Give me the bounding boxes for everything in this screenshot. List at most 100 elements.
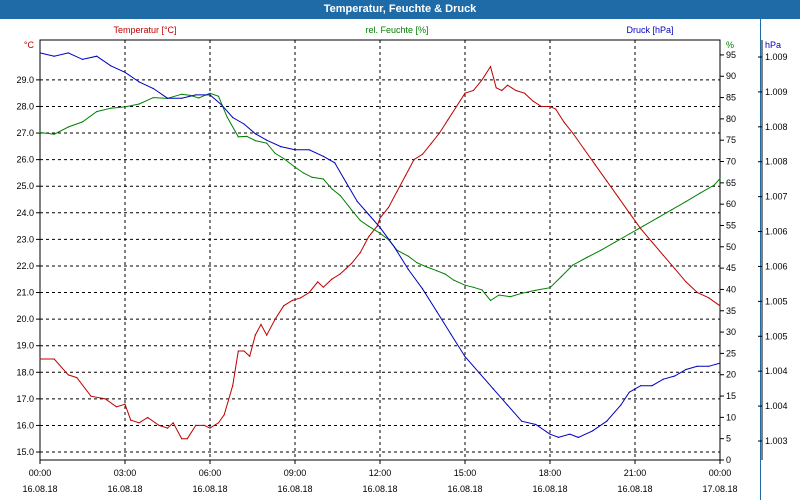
temperature-data-point	[549, 105, 551, 108]
temperature-data-point	[243, 350, 245, 352]
grid-lines	[40, 40, 720, 460]
humidity-data-point	[642, 225, 645, 227]
temperature-data-point	[523, 92, 526, 94]
humidity-tick-label: 50	[726, 242, 736, 252]
pressure-data-point	[166, 97, 169, 99]
temperature-data-point	[300, 297, 302, 299]
temperature-tick-label: 24.0	[16, 208, 34, 218]
temperature-tick-label: 15.0	[16, 447, 34, 457]
temperature-unit: °C	[24, 40, 35, 50]
temperature-data-point	[404, 175, 407, 177]
temperature-data-point	[719, 305, 721, 307]
pressure-tick-label: 1.008	[765, 157, 788, 167]
temperature-data-point	[254, 334, 256, 336]
temperature-data-point	[447, 119, 449, 121]
humidity-data-point	[719, 178, 721, 180]
temperature-tick-label: 22.0	[16, 261, 34, 271]
humidity-data-point	[110, 107, 112, 109]
humidity-tick-label: 70	[726, 157, 736, 167]
humidity-data-point	[671, 209, 673, 211]
temperature-data-point	[195, 424, 197, 426]
humidity-tick-label: 75	[726, 135, 736, 145]
pressure-data-point	[110, 65, 112, 67]
temperature-data-point	[203, 424, 205, 426]
pressure-data-point	[81, 58, 84, 61]
temperature-data-point	[266, 334, 268, 336]
pressure-tick-label: 1.005	[765, 296, 788, 306]
humidity-tick-label: 25	[726, 348, 736, 358]
temperature-data-point	[249, 355, 251, 357]
temperature-data-point	[260, 323, 262, 325]
temperature-tick-label: 29.0	[16, 75, 34, 85]
temperature-data-point	[104, 398, 106, 400]
temperature-data-point	[158, 424, 160, 426]
temperature-tick-label: 20.0	[16, 314, 34, 324]
pressure-data-point	[345, 181, 347, 183]
temperature-data-point	[368, 236, 370, 238]
pressure-data-point	[393, 246, 395, 248]
x-tick-time: 21:00	[624, 468, 647, 478]
humidity-data-point	[124, 106, 126, 108]
temperature-data-point	[628, 212, 630, 214]
pressure-axis-label: Druck [hPa]	[626, 25, 673, 35]
temperature-data-point	[555, 108, 557, 110]
temperature-data-point	[379, 217, 381, 219]
x-tick-date: 16.08.18	[362, 484, 397, 494]
temperature-series-line	[40, 65, 721, 440]
pressure-series-line	[39, 52, 721, 438]
x-tick-date: 16.08.18	[532, 484, 567, 494]
temperature-data-point	[617, 196, 619, 198]
humidity-tick-label: 40	[726, 284, 736, 294]
temperature-data-point	[308, 291, 310, 294]
temperature-data-point	[540, 105, 543, 108]
temperature-data-point	[455, 105, 458, 108]
x-tick-time: 00:00	[709, 468, 732, 478]
temperature-data-point	[481, 79, 483, 81]
temperature-data-point	[674, 268, 676, 270]
temperature-data-point	[166, 427, 169, 429]
humidity-data-point	[152, 97, 154, 99]
temperature-data-point	[76, 377, 78, 379]
pressure-data-point	[356, 200, 358, 203]
humidity-data-point	[209, 92, 211, 94]
humidity-data-point	[322, 178, 324, 180]
x-tick-time: 09:00	[284, 468, 307, 478]
pressure-data-point	[322, 155, 324, 157]
humidity-data-point	[572, 264, 574, 266]
x-tick-date: 16.08.18	[22, 484, 57, 494]
pressure-data-point	[464, 356, 466, 358]
humidity-data-point	[713, 184, 715, 186]
temperature-data-point	[495, 87, 497, 89]
temperature-data-point	[147, 416, 149, 419]
x-tick-date: 17.08.18	[702, 484, 737, 494]
temperature-data-point	[506, 84, 509, 86]
x-tick-time: 03:00	[114, 468, 137, 478]
humidity-tick-label: 65	[726, 178, 736, 188]
humidity-data-point	[453, 279, 455, 281]
pressure-tick-label: 1.004	[765, 366, 788, 376]
pressure-data-point	[506, 404, 509, 406]
pressure-data-point	[719, 362, 721, 364]
x-tick-date: 16.08.18	[277, 484, 312, 494]
humidity-data-point	[416, 262, 418, 264]
humidity-data-point	[424, 265, 426, 267]
temperature-data-point	[186, 438, 188, 440]
pressure-data-point	[628, 391, 630, 393]
humidity-data-point	[481, 289, 483, 291]
temperature-data-point	[413, 159, 415, 161]
pressure-data-point	[243, 123, 245, 125]
pressure-tick-label: 1.009	[765, 87, 788, 97]
temperature-data-point	[181, 438, 183, 440]
humidity-unit: %	[726, 40, 734, 50]
temperature-data-point	[472, 89, 475, 92]
humidity-tick-label: 85	[726, 93, 736, 103]
pressure-data-point	[450, 333, 452, 335]
humidity-data-point	[226, 116, 228, 118]
humidity-tick-label: 0	[726, 455, 731, 465]
humidity-series-line	[39, 92, 721, 302]
humidity-data-point	[535, 289, 537, 291]
temperature-data-point	[359, 252, 361, 254]
temperature-data-point	[421, 153, 424, 155]
humidity-data-point	[407, 255, 409, 257]
